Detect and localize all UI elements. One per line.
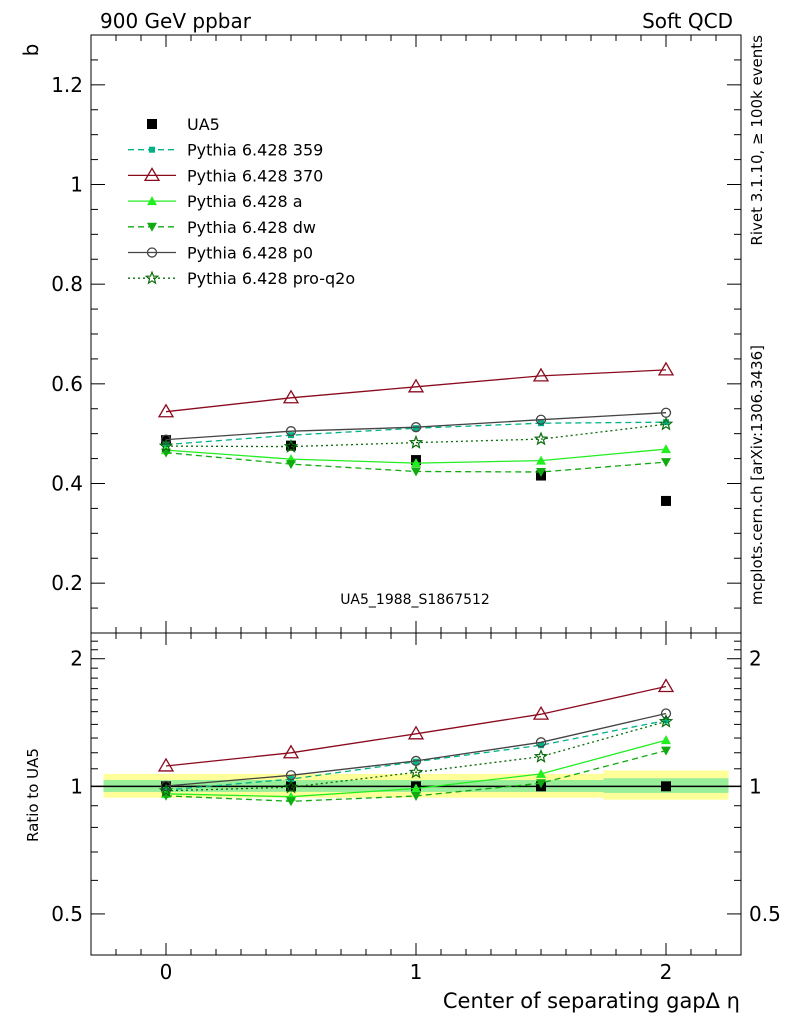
analysis-watermark: UA5_1988_S1867512 xyxy=(340,592,490,608)
main-point-p370 xyxy=(157,403,175,418)
legend-marker-p359 xyxy=(149,146,155,153)
ratio-point-ua5 xyxy=(286,781,296,792)
legend-marker-pp0 xyxy=(146,247,158,258)
ratio-ytick-label-right: 0.5 xyxy=(749,902,781,926)
ratio-point-pa xyxy=(536,768,546,778)
main-line-pq2o xyxy=(165,423,667,448)
main-point-pp0 xyxy=(410,422,422,433)
main-ytick-label: 0.8 xyxy=(51,272,83,296)
ratio-point-pdw xyxy=(411,791,421,801)
ratio-line-p370 xyxy=(165,685,667,767)
legend-marker-ua5 xyxy=(147,119,157,129)
ratio-line-pq2o xyxy=(165,720,667,792)
main-plot-area: 0.2 0.4 0.6 0.8 1 1.2 xyxy=(51,34,742,634)
rivet-label: Rivet 3.1.10, ≥ 100k events xyxy=(748,35,766,246)
ratio-point-p370 xyxy=(157,757,175,772)
ratio-point-pp0 xyxy=(660,708,672,719)
legend-label-pa: Pythia 6.428 a xyxy=(187,192,303,211)
ratio-ytick-label-right: 1 xyxy=(749,774,762,798)
ratio-plot-area: 0.5 0.5 1 1 2 2 0 1 2 xyxy=(51,632,781,984)
ratio-point-pa xyxy=(661,735,671,745)
legend-label-p359: Pythia 6.428 359 xyxy=(187,141,323,160)
main-point-pp0 xyxy=(535,414,547,425)
main-point-ua5 xyxy=(286,440,296,451)
main-point-ua5 xyxy=(661,495,671,506)
main-point-p359 xyxy=(663,419,669,426)
main-point-pdw xyxy=(536,468,546,478)
header-right: Soft QCD xyxy=(642,9,733,33)
main-line-pp0 xyxy=(165,412,667,441)
ratio-point-ua5 xyxy=(661,781,671,792)
main-point-p370 xyxy=(532,367,550,382)
xtick-label: 1 xyxy=(410,960,423,984)
main-point-pp0 xyxy=(160,434,172,445)
main-point-pa xyxy=(661,444,671,454)
ratio-point-pq2o xyxy=(658,713,674,728)
main-point-pq2o xyxy=(408,434,424,449)
main-point-pp0 xyxy=(285,426,297,437)
legend-marker-pq2o xyxy=(144,270,160,285)
main-ytick-label: 0.2 xyxy=(51,571,83,595)
ratio-point-p359 xyxy=(413,758,419,765)
ratio-point-pq2o xyxy=(158,783,174,798)
main-point-p370 xyxy=(657,361,675,376)
ratio-ytick-label: 1 xyxy=(70,774,83,798)
ratio-point-pq2o xyxy=(408,764,424,779)
legend-label-pq2o: Pythia 6.428 pro-q2o xyxy=(187,269,355,288)
legend-label-p370: Pythia 6.428 370 xyxy=(187,166,323,185)
main-point-pq2o xyxy=(158,438,174,453)
main-point-pa xyxy=(536,455,546,465)
ratio-point-pdw xyxy=(536,779,546,789)
ratio-point-pdw xyxy=(286,797,296,807)
xtick-label: 0 xyxy=(160,960,173,984)
y-axis-label-main: b xyxy=(19,44,43,57)
main-point-pdw xyxy=(661,458,671,468)
main-line-p370 xyxy=(165,369,667,413)
main-point-p359 xyxy=(413,425,419,432)
legend-marker-pdw xyxy=(147,222,157,232)
legend-label-pp0: Pythia 6.428 p0 xyxy=(187,244,313,263)
main-point-pq2o xyxy=(533,431,549,446)
main-ytick-label: 0.6 xyxy=(51,372,83,396)
legend-label-pdw: Pythia 6.428 dw xyxy=(187,218,316,237)
y-axis-label-ratio: Ratio to UA5 xyxy=(24,748,42,842)
x-axis-label: Center of separating gapΔ η xyxy=(443,989,740,1013)
ratio-point-pq2o xyxy=(283,779,299,794)
ratio-point-p359 xyxy=(538,742,544,749)
main-ytick-label: 0.4 xyxy=(51,472,83,496)
main-ytick-label: 1 xyxy=(70,173,83,197)
main-point-pa xyxy=(411,458,421,468)
ratio-ytick-label: 2 xyxy=(70,647,83,671)
ratio-point-pdw xyxy=(661,746,671,756)
main-point-p359 xyxy=(538,420,544,427)
ratio-line-pp0 xyxy=(165,712,667,787)
legend-marker-p370 xyxy=(143,167,161,182)
xtick-label: 2 xyxy=(660,960,673,984)
ratio-point-p370 xyxy=(657,678,675,693)
ratio-point-pq2o xyxy=(533,748,549,763)
ratio-ytick-label: 0.5 xyxy=(51,902,83,926)
main-point-pdw xyxy=(286,460,296,470)
ratio-point-p370 xyxy=(532,705,550,720)
ratio-ytick-label-right: 2 xyxy=(749,647,762,671)
main-point-pdw xyxy=(411,467,421,477)
main-point-p370 xyxy=(282,389,300,404)
ratio-point-p370 xyxy=(407,725,425,740)
ratio-point-pa xyxy=(411,783,421,793)
main-point-p370 xyxy=(407,378,425,393)
main-ytick-label: 1.2 xyxy=(51,73,83,97)
legend-marker-pa xyxy=(147,196,157,206)
ratio-point-p359 xyxy=(663,717,669,724)
ratio-point-pp0 xyxy=(535,737,547,748)
ratio-point-p370 xyxy=(282,744,300,759)
header-left: 900 GeV ppbar xyxy=(100,9,252,33)
mcplots-label: mcplots.cern.ch [arXiv:1306.3436] xyxy=(748,345,766,605)
legend-label-ua5: UA5 xyxy=(187,115,220,134)
legend: UA5 Pythia 6.428 359 Pythia 6.428 370 Pythi… xyxy=(128,115,355,288)
main-point-pq2o xyxy=(283,438,299,453)
main-point-pq2o xyxy=(658,416,674,431)
